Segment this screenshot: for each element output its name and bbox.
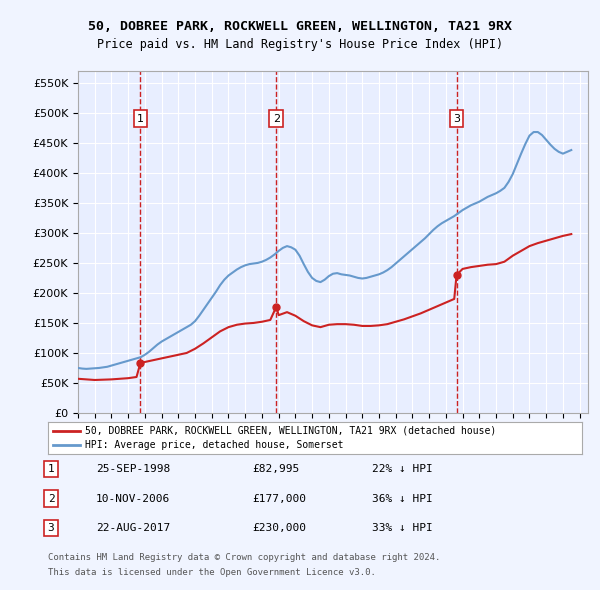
Text: 33% ↓ HPI: 33% ↓ HPI <box>372 523 433 533</box>
Text: 2: 2 <box>273 114 280 124</box>
Text: 1: 1 <box>137 114 144 124</box>
Text: HPI: Average price, detached house, Somerset: HPI: Average price, detached house, Some… <box>85 440 344 450</box>
Text: 1: 1 <box>47 464 55 474</box>
Text: 22-AUG-2017: 22-AUG-2017 <box>96 523 170 533</box>
Text: 22% ↓ HPI: 22% ↓ HPI <box>372 464 433 474</box>
Text: 36% ↓ HPI: 36% ↓ HPI <box>372 494 433 503</box>
Text: 25-SEP-1998: 25-SEP-1998 <box>96 464 170 474</box>
Text: 50, DOBREE PARK, ROCKWELL GREEN, WELLINGTON, TA21 9RX (detached house): 50, DOBREE PARK, ROCKWELL GREEN, WELLING… <box>85 426 497 436</box>
Text: £177,000: £177,000 <box>252 494 306 503</box>
Text: 2: 2 <box>47 494 55 503</box>
Text: 3: 3 <box>47 523 55 533</box>
Text: 10-NOV-2006: 10-NOV-2006 <box>96 494 170 503</box>
Text: This data is licensed under the Open Government Licence v3.0.: This data is licensed under the Open Gov… <box>48 568 376 577</box>
Text: £82,995: £82,995 <box>252 464 299 474</box>
Text: £230,000: £230,000 <box>252 523 306 533</box>
Text: Price paid vs. HM Land Registry's House Price Index (HPI): Price paid vs. HM Land Registry's House … <box>97 38 503 51</box>
Text: 50, DOBREE PARK, ROCKWELL GREEN, WELLINGTON, TA21 9RX: 50, DOBREE PARK, ROCKWELL GREEN, WELLING… <box>88 20 512 33</box>
Text: 3: 3 <box>453 114 460 124</box>
Text: Contains HM Land Registry data © Crown copyright and database right 2024.: Contains HM Land Registry data © Crown c… <box>48 553 440 562</box>
